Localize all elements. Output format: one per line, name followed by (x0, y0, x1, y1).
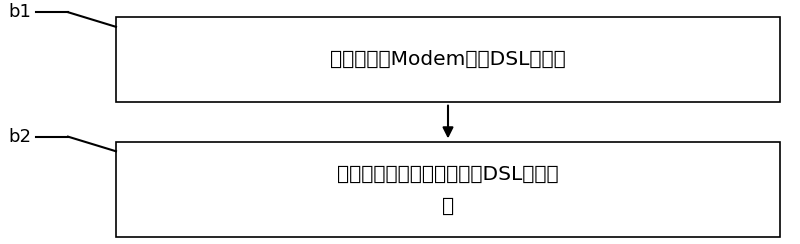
Text: 对基站内置Modem做的DSL层配置: 对基站内置Modem做的DSL层配置 (330, 50, 566, 69)
Text: b2: b2 (8, 128, 31, 146)
Text: b1: b1 (8, 3, 31, 21)
Text: 理: 理 (442, 197, 454, 216)
Bar (116, 142, 780, 237)
Text: 根据配置的结果对数据进行DSL层的处: 根据配置的结果对数据进行DSL层的处 (337, 165, 559, 184)
Bar (116, 17, 780, 102)
